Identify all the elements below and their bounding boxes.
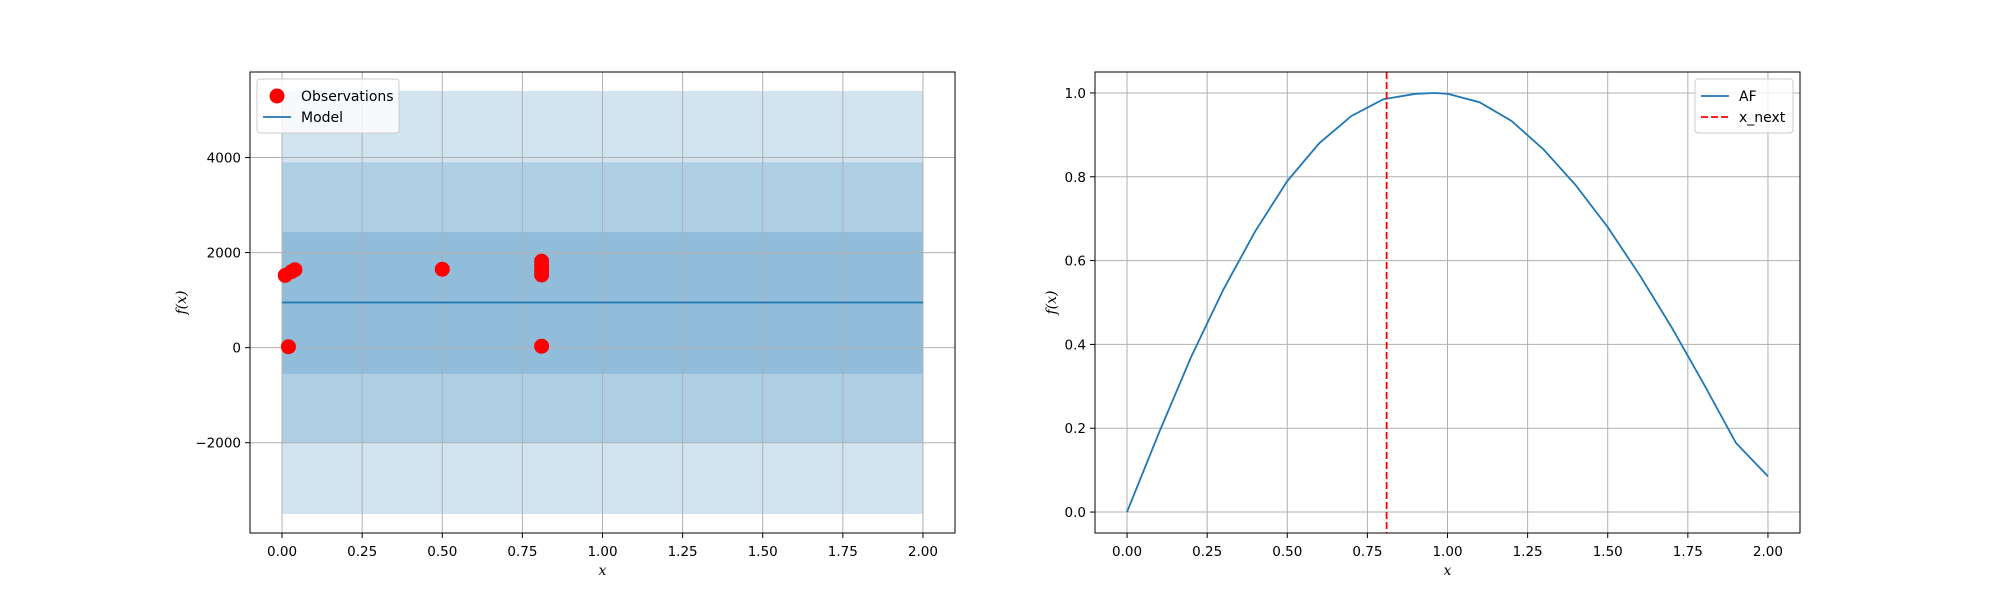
y-tick-label: 4000 — [207, 151, 241, 167]
x-tick-label: 0.25 — [347, 544, 377, 560]
x-tick-label: 0.50 — [1272, 544, 1302, 560]
x-tick-label: 1.75 — [828, 544, 858, 560]
y-tick-label: −2000 — [195, 436, 241, 452]
legend-label: x_next — [1739, 110, 1786, 126]
x-axis-label: x — [599, 563, 607, 579]
x-tick-label: 1.25 — [668, 544, 698, 560]
x-tick-label: 0.25 — [1192, 544, 1222, 560]
legend-label: AF — [1739, 89, 1757, 105]
plot-area — [1095, 72, 1800, 533]
y-tick-label: 0.0 — [1065, 505, 1086, 521]
plot-area — [250, 72, 955, 533]
x-tick-label: 2.00 — [1753, 544, 1783, 560]
x-tick-label: 2.00 — [908, 544, 938, 560]
legend: Observations Model — [256, 78, 400, 134]
observation-point — [287, 262, 303, 278]
x-axis-label: x — [1444, 563, 1452, 579]
legend-box — [1694, 78, 1794, 134]
x-tick-label: 0.75 — [507, 544, 537, 560]
x-tick-label: 1.00 — [587, 544, 617, 560]
x-tick-label: 0.00 — [267, 544, 297, 560]
acquisition-function-plot: 0.00 0.25 0.50 0.75 1.00 1.25 1.50 1.75 2.00 0.0 0… — [1044, 71, 1801, 579]
observations-model-plot: 0.00 0.25 0.50 0.75 1.00 1.25 1.50 1.75 2.00 −200… — [174, 71, 956, 579]
legend: AF x_next — [1694, 78, 1794, 134]
x-tick-label: 0.00 — [1112, 544, 1142, 560]
observation-point — [534, 338, 550, 354]
series-line-af — [1126, 92, 1769, 513]
legend-box — [256, 78, 400, 134]
x-tick-label: 1.25 — [1513, 544, 1543, 560]
x-tick-label: 1.00 — [1432, 544, 1462, 560]
x-tick-label: 1.75 — [1673, 544, 1703, 560]
y-tick-label: 0 — [232, 341, 241, 357]
legend-label: Observations — [301, 89, 394, 105]
y-tick-label: 0.2 — [1065, 421, 1086, 437]
x-tick-label: 1.50 — [748, 544, 778, 560]
x-tick-label: 1.50 — [1593, 544, 1623, 560]
observation-point — [534, 267, 550, 283]
y-axis-label: f(x) — [1044, 290, 1060, 315]
x-tick-label: 0.75 — [1352, 544, 1382, 560]
y-tick-label: 0.4 — [1065, 337, 1086, 353]
legend-label: Model — [301, 110, 343, 126]
x-tick-label: 0.50 — [427, 544, 457, 560]
y-tick-label: 0.6 — [1065, 254, 1086, 270]
y-tick-label: 2000 — [207, 246, 241, 262]
observation-point — [280, 339, 296, 355]
y-axis-label: f(x) — [174, 290, 190, 315]
observation-point — [434, 261, 450, 277]
y-tick-label: 1.0 — [1065, 86, 1086, 102]
y-tick-label: 0.8 — [1065, 170, 1086, 186]
legend-marker — [269, 88, 285, 104]
